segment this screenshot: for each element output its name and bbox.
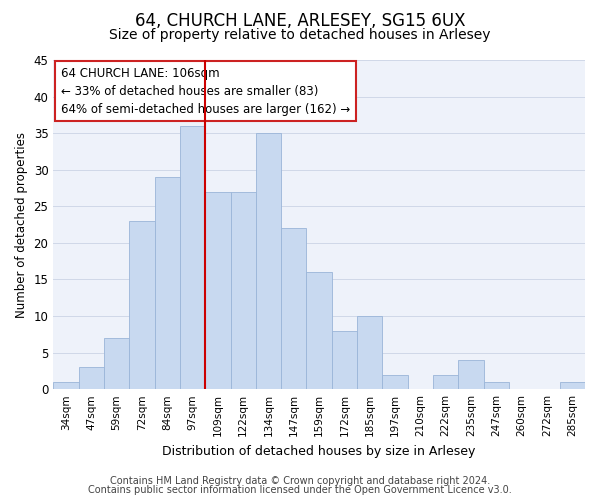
Bar bbox=[484, 382, 509, 389]
Bar bbox=[332, 330, 357, 389]
Text: Contains public sector information licensed under the Open Government Licence v3: Contains public sector information licen… bbox=[88, 485, 512, 495]
Text: 64 CHURCH LANE: 106sqm
← 33% of detached houses are smaller (83)
64% of semi-det: 64 CHURCH LANE: 106sqm ← 33% of detached… bbox=[61, 66, 350, 116]
Bar bbox=[129, 221, 155, 389]
Bar bbox=[560, 382, 585, 389]
Bar bbox=[205, 192, 230, 389]
Bar bbox=[104, 338, 129, 389]
Bar bbox=[256, 133, 281, 389]
Bar bbox=[155, 177, 180, 389]
Text: Contains HM Land Registry data © Crown copyright and database right 2024.: Contains HM Land Registry data © Crown c… bbox=[110, 476, 490, 486]
Y-axis label: Number of detached properties: Number of detached properties bbox=[15, 132, 28, 318]
Bar bbox=[53, 382, 79, 389]
Bar bbox=[458, 360, 484, 389]
Bar bbox=[433, 374, 458, 389]
Bar bbox=[307, 272, 332, 389]
Bar bbox=[281, 228, 307, 389]
Text: Size of property relative to detached houses in Arlesey: Size of property relative to detached ho… bbox=[109, 28, 491, 42]
Bar bbox=[382, 374, 408, 389]
Bar bbox=[230, 192, 256, 389]
X-axis label: Distribution of detached houses by size in Arlesey: Distribution of detached houses by size … bbox=[163, 444, 476, 458]
Text: 64, CHURCH LANE, ARLESEY, SG15 6UX: 64, CHURCH LANE, ARLESEY, SG15 6UX bbox=[135, 12, 465, 30]
Bar bbox=[357, 316, 382, 389]
Bar bbox=[180, 126, 205, 389]
Bar bbox=[79, 367, 104, 389]
